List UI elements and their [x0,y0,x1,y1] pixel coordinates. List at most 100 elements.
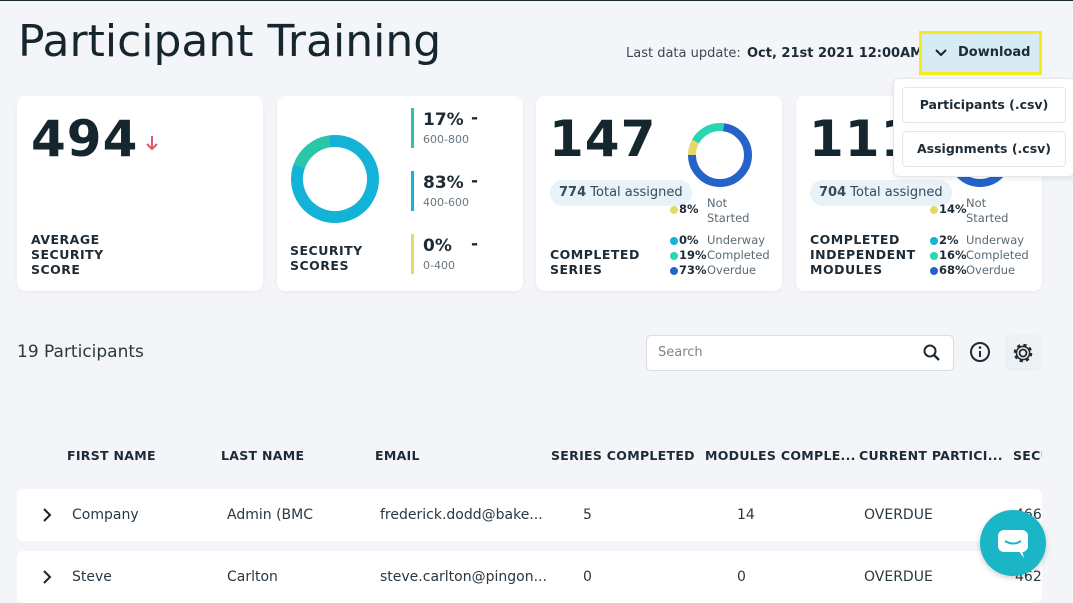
chevron-path [43,508,52,522]
table-cell: OVERDUE [864,507,933,523]
legend-value: 0% [679,233,699,247]
download-menu: Participants (.csv) Assignments (.csv) [893,78,1073,177]
last-update-value: Oct, 21st 2021 12:00AM [747,46,924,61]
donut-segment [291,135,379,223]
down-arrow-icon [146,136,158,151]
table-cell: 0 [737,569,746,585]
participants-count: 19 Participants [17,342,144,362]
legend-name: Overdue [966,263,1016,277]
average-score-card: 494 AVERAGE SECURITY SCORE [17,96,263,291]
table-cell: 0 [583,569,592,585]
table-row[interactable]: Steve Carlton steve.carlton@pingon... 0 0 OVE… [17,551,1042,603]
menu-item[interactable]: Participants (.csv) [902,87,1066,123]
table-cell: Carlton [227,569,278,585]
series-card: 147 774 Total assigned COMPLETED SERIES … [536,96,782,291]
legend-value: 2% [939,233,959,247]
table-cell: Steve [72,569,112,585]
series-assigned: 774 Total assigned [550,180,692,206]
search-placeholder: Search [658,345,703,360]
range-bar [411,108,414,148]
search-icon [923,344,940,361]
average-score-label: AVERAGE SECURITY SCORE [31,232,104,277]
info-icon[interactable] [969,341,991,363]
chevron-path [43,570,52,584]
column-header: CURRENT PARTICI... [859,448,1003,463]
legend-dot [930,267,938,275]
last-update-label: Last data update: [626,46,741,61]
column-header: SERIES COMPLETED [551,448,695,463]
table-cell: Company [72,507,139,523]
page-title: Participant Training [18,16,442,67]
range-trend: - [471,108,479,128]
series-assigned-count: 774 [559,185,587,200]
legend-value: 68% [939,263,967,277]
range-value: 17% [423,110,464,130]
range-value: 0% [423,236,452,256]
legend-name: Underway [966,233,1025,247]
table-cell: frederick.dodd@bake... [380,507,543,523]
range-trend: - [471,234,479,254]
expand-chevron [43,570,52,584]
legend-dot [930,206,938,214]
download-label: Download [958,45,1031,60]
column-header: FIRST NAME [67,448,156,463]
legend-value: 14% [939,202,967,216]
modules-assigned-count: 704 [819,185,847,200]
series-label: COMPLETED SERIES [550,247,640,277]
range-label: 400-600 [423,196,469,209]
table-cell: 5 [583,507,592,523]
average-score-value: 494 [31,110,139,168]
legend-dot [670,206,678,214]
legend-name: Not Started [707,196,750,225]
download-button[interactable]: Download [919,31,1042,75]
chevron-icon [935,49,947,57]
range-label: 600-800 [423,133,469,146]
expand-chevron [43,508,52,522]
chat-icon [998,530,1028,558]
modules-label: COMPLETED INDEPENDENT MODULES [810,232,916,277]
legend-value: 8% [679,202,699,216]
table-cell: 14 [737,507,755,523]
legend-dot [670,267,678,275]
series-assigned-label: Total assigned [590,185,683,200]
column-header: EMAIL [375,448,420,463]
column-header: SECU [1013,448,1042,463]
chat-button[interactable] [980,510,1046,576]
legend-dot [670,237,678,245]
series-value: 147 [549,110,657,168]
range-trend: - [471,171,479,191]
table-cell: steve.carlton@pingon... [380,569,547,585]
range-bar [411,234,414,274]
legend-name: Not Started [966,196,1009,225]
modules-assigned: 704 Total assigned [810,180,952,206]
table-cell: OVERDUE [864,569,933,585]
security-scores-card: SECURITY SCORES 17% -600-800 83% -400-600 0%… [277,96,523,291]
column-header: MODULES COMPLE... [705,448,856,463]
top-border [0,0,1073,1]
search-box[interactable]: Search [646,335,954,371]
settings-icon [1013,343,1033,363]
legend-name: Completed [707,248,770,262]
donut-segment [291,135,379,223]
legend-value: 19% [679,248,707,262]
table-cell: Admin (BMC [227,507,313,523]
legend-dot [930,237,938,245]
menu-item[interactable]: Assignments (.csv) [902,131,1066,167]
legend-name: Underway [707,233,766,247]
donut-segment [688,123,752,187]
legend-value: 16% [939,248,967,262]
donut-segment [688,123,752,187]
security-scores-label: SECURITY SCORES [290,243,363,273]
settings-button[interactable] [1005,335,1041,371]
series-donut [688,123,752,187]
legend-name: Completed [966,248,1029,262]
range-label: 0-400 [423,259,455,272]
legend-dot [930,252,938,260]
security-donut [291,135,379,223]
column-header: LAST NAME [221,448,305,463]
legend-value: 73% [679,263,707,277]
table-row[interactable]: Company Admin (BMC frederick.dodd@bake... 5… [17,489,1042,541]
legend-dot [670,252,678,260]
range-value: 83% [423,173,464,193]
